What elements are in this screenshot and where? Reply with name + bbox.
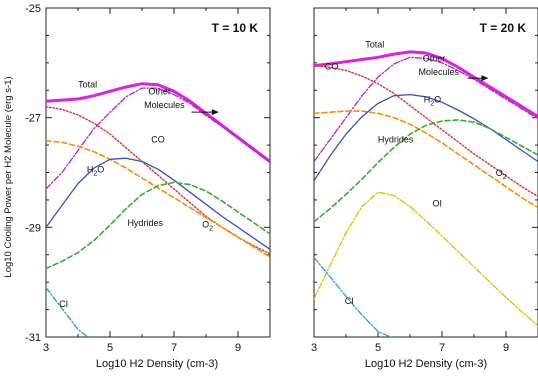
annotation-arrow-head <box>211 109 219 116</box>
x-tick-label: 3 <box>43 342 49 354</box>
series-line-other-molecules <box>46 87 270 190</box>
series-line-o2 <box>314 110 538 209</box>
series-line-total <box>314 50 538 119</box>
series-line-ci <box>46 287 89 337</box>
annotation-label: Hydrides <box>378 134 414 144</box>
series-line-h2o <box>46 157 270 250</box>
x-axis-label-left: Log10 H2 Density (cm-3) <box>96 358 218 370</box>
panel-title: T = 20 K <box>480 21 527 35</box>
series-line-o2 <box>46 139 270 258</box>
x-tick-label: 9 <box>235 342 241 354</box>
x-tick-label: 5 <box>375 342 381 354</box>
annotation-label: H2O <box>87 165 104 178</box>
annotation-label: OI <box>432 198 442 208</box>
series-line-co <box>314 64 538 198</box>
y-tick-label: -25 <box>25 3 41 15</box>
annotation-label: H2O <box>424 94 441 107</box>
annotation-arrow-head <box>481 75 489 82</box>
x-tick-label: 7 <box>439 342 445 354</box>
annotation-label: CI <box>345 296 354 306</box>
annotation-label: Other <box>423 54 446 64</box>
series-line-hydrides <box>314 119 538 223</box>
annotation-label: Other <box>148 87 171 97</box>
annotation-label: CI <box>59 299 68 309</box>
x-tick-label: 7 <box>171 342 177 354</box>
plot-frame <box>45 7 271 338</box>
annotation-label: Total <box>365 39 384 49</box>
y-axis-label: Log10 Cooling Power per H2 Molecule (erg… <box>3 76 14 277</box>
panel-title: T = 10 K <box>212 21 259 35</box>
series-line-co <box>46 106 270 255</box>
y-tick-label: -31 <box>25 332 41 344</box>
annotation-label: Molecules <box>144 100 185 110</box>
y-tick-label: -29 <box>25 222 41 234</box>
y-tick-label: -27 <box>25 113 41 125</box>
series-line-ci <box>314 256 392 337</box>
annotation-label: Molecules <box>419 67 460 77</box>
panel-t20k: 3 5 7 9 Total CO Other Molecules H2O Hydrides O2 OI… <box>311 7 538 354</box>
series-line-hydrides <box>46 181 270 270</box>
x-tick-label: 5 <box>107 342 113 354</box>
x-axis-label-right: Log10 H2 Density (cm-3) <box>365 358 487 370</box>
annotation-label: O2 <box>496 168 507 181</box>
series-line-oi <box>314 191 538 327</box>
series-line-h2o <box>314 93 538 182</box>
annotation-label: CO <box>151 134 165 144</box>
x-tick-label: 9 <box>503 342 509 354</box>
annotation-label: O2 <box>202 219 213 232</box>
series-line-total <box>46 82 270 163</box>
annotation-label: Total <box>78 80 97 90</box>
panel-t10k: 3 5 7 9 -25 -27 -29 -31 Total Other Molecules CO H2O… <box>25 3 271 354</box>
x-tick-label: 3 <box>311 342 317 354</box>
annotation-label: Hydrides <box>127 218 163 228</box>
series-line-other-molecules <box>314 56 538 163</box>
annotation-label: CO <box>325 61 339 71</box>
